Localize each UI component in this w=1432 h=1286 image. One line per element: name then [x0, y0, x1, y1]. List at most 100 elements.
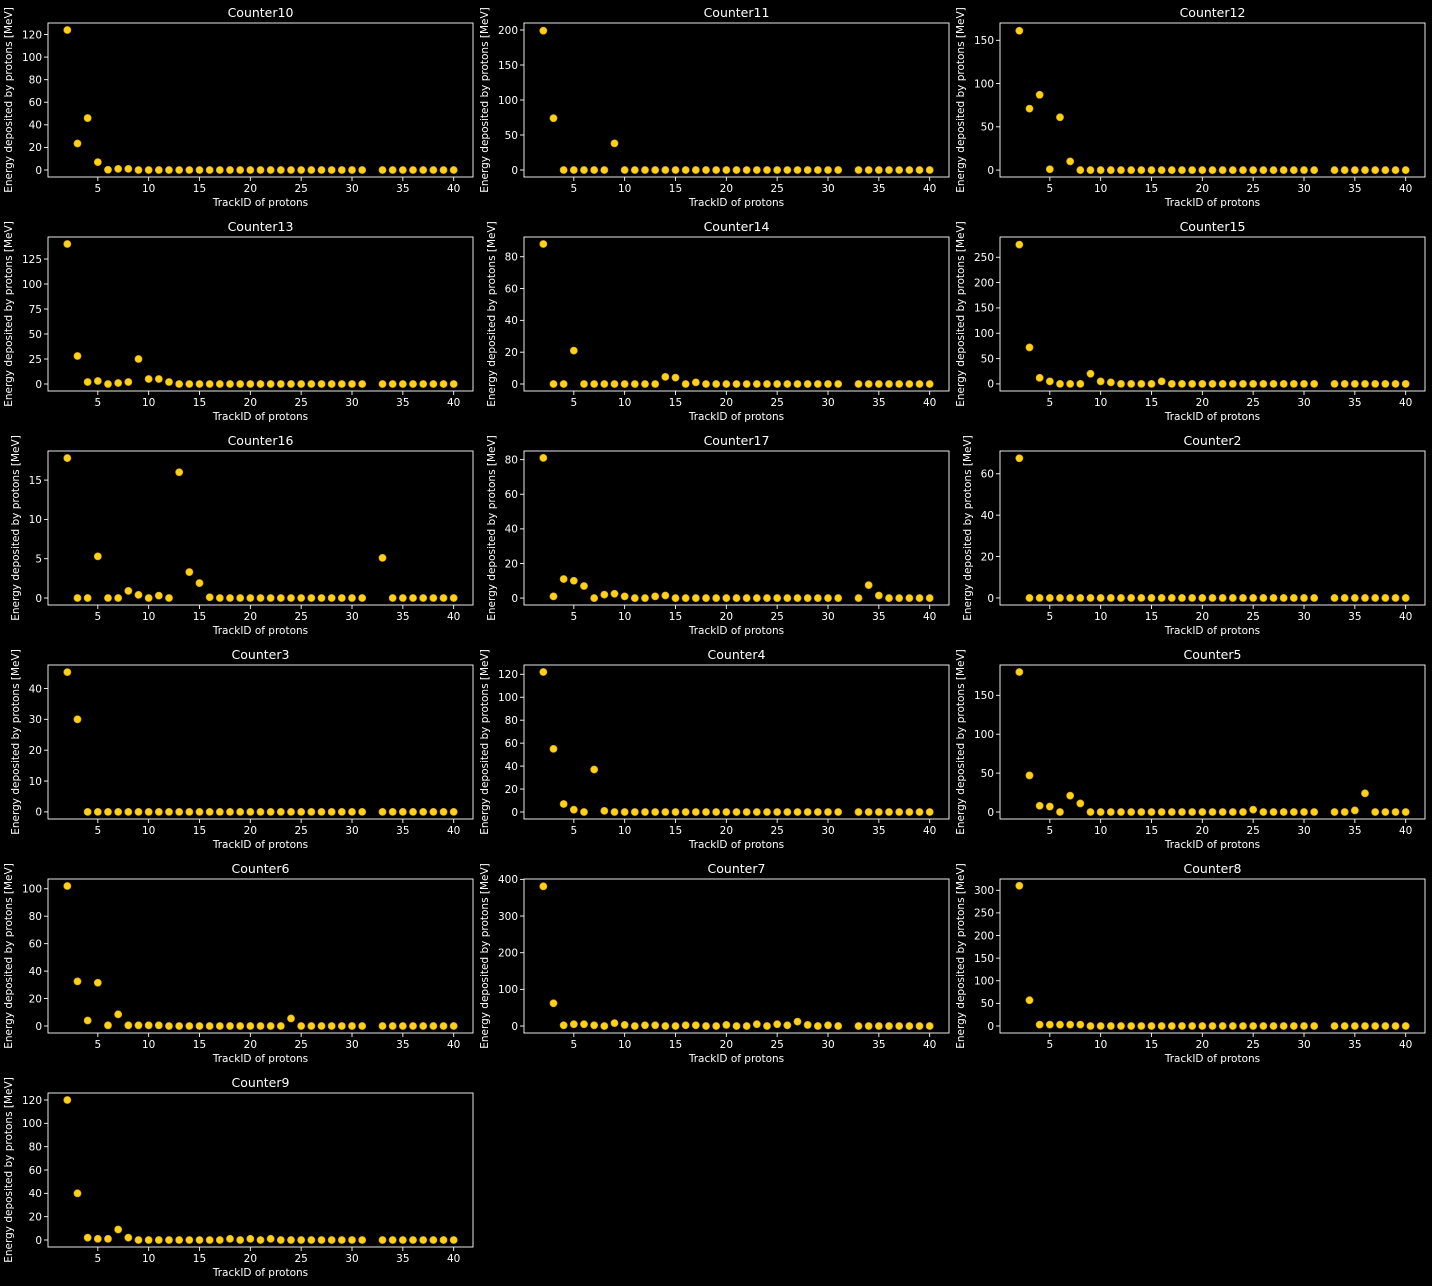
data-point: [104, 165, 112, 174]
data-point: [1147, 380, 1156, 388]
axes-frame: [47, 236, 474, 392]
data-point: [93, 552, 102, 561]
data-point: [1279, 1022, 1288, 1030]
x-axis-label: TrackID of protons: [688, 197, 784, 209]
data-point: [620, 808, 629, 816]
data-point: [559, 380, 568, 388]
y-tick-label: 0: [35, 165, 42, 177]
data-point: [419, 594, 428, 602]
y-tick-label: 400: [498, 874, 518, 886]
data-point: [195, 380, 204, 388]
y-axis: 0 100 200 300 400 Energy deposited by protons…: [479, 863, 524, 1049]
subplot-counter13: Counter13 5 10 15 20 25 30 35 40 TrackID of proto…: [3, 219, 474, 423]
x-tick-label: 20: [1196, 611, 1209, 623]
y-tick-label: 120: [22, 29, 42, 41]
data-point: [419, 166, 428, 174]
data-point: [246, 594, 255, 602]
data-point: [1361, 380, 1369, 388]
plot-title: Counter7: [708, 861, 766, 876]
data-point: [1117, 380, 1125, 388]
x-tick-label: 30: [1297, 825, 1310, 837]
y-tick-label: 40: [981, 510, 994, 522]
data-point: [1289, 808, 1298, 816]
data-point: [215, 1022, 224, 1030]
subplot-counter9: Counter9 5 10 15 20 25 30 35 40 TrackID of proton…: [3, 1075, 474, 1279]
data-point: [1381, 1022, 1390, 1030]
y-axis-label: Energy deposited by protons [MeV]: [3, 863, 15, 1049]
data-point: [195, 166, 204, 174]
y-tick-label: 0: [35, 1235, 42, 1247]
x-tick-label: 5: [1046, 825, 1053, 837]
data-point: [651, 380, 660, 388]
y-tick-label: 300: [974, 885, 994, 897]
x-tick-label: 5: [94, 825, 101, 837]
data-point: [266, 1022, 275, 1030]
scatter-series: [1015, 881, 1410, 1030]
data-point: [610, 1019, 619, 1027]
data-point: [671, 1022, 680, 1030]
y-tick-label: 40: [29, 1188, 42, 1200]
x-axis-label: TrackID of protons: [1164, 411, 1260, 423]
data-point: [1330, 808, 1339, 816]
data-point: [73, 715, 82, 724]
x-tick-label: 25: [1246, 397, 1259, 409]
data-point: [1066, 594, 1075, 602]
data-point: [449, 594, 458, 602]
x-tick-label: 35: [872, 611, 885, 623]
data-point: [144, 1236, 153, 1244]
subplot-grid: Counter10 5 10 15 20 25 30 35 40 TrackID of proto…: [3, 5, 1426, 1279]
data-point: [1106, 808, 1115, 816]
data-point: [276, 1236, 285, 1244]
data-point: [449, 808, 458, 816]
data-point: [1218, 166, 1227, 174]
plot-title: Counter13: [228, 219, 294, 234]
data-point: [439, 166, 448, 174]
data-point: [297, 380, 306, 388]
plot-title: Counter3: [232, 647, 290, 662]
data-point: [287, 1014, 295, 1023]
data-point: [409, 808, 417, 816]
data-point: [752, 808, 761, 816]
x-tick-label: 10: [142, 825, 155, 837]
data-point: [681, 380, 690, 388]
data-point: [1198, 808, 1207, 816]
data-point: [1045, 165, 1054, 174]
data-point: [297, 1022, 306, 1030]
x-axis: 5 10 15 20 25 30 35 40 TrackID of protons: [570, 391, 936, 423]
x-tick-label: 15: [1145, 825, 1158, 837]
data-point: [165, 594, 173, 602]
data-point: [104, 594, 112, 602]
x-tick-label: 10: [1094, 183, 1107, 195]
data-point: [307, 1022, 316, 1030]
data-point: [1056, 808, 1064, 816]
y-axis-label: Energy deposited by protons [MeV]: [10, 435, 22, 621]
data-point: [1361, 594, 1369, 602]
data-point: [691, 378, 700, 387]
x-tick-label: 10: [142, 1253, 155, 1265]
data-point: [854, 594, 863, 602]
data-point: [1157, 594, 1166, 602]
x-axis-label: TrackID of protons: [212, 1267, 308, 1279]
data-point: [1249, 1022, 1258, 1030]
data-point: [854, 380, 863, 388]
x-tick-label: 5: [94, 397, 101, 409]
data-point: [763, 808, 771, 816]
data-point: [1259, 1022, 1268, 1030]
data-point: [1157, 1022, 1166, 1030]
x-tick-label: 40: [1399, 183, 1412, 195]
data-point: [1076, 166, 1085, 174]
data-point: [175, 1236, 184, 1244]
y-tick-label: 0: [987, 1021, 994, 1033]
data-point: [63, 240, 72, 248]
data-point: [834, 166, 843, 174]
data-point: [93, 978, 102, 987]
y-tick-label: 150: [974, 35, 994, 47]
data-point: [925, 166, 934, 174]
axes-frame: [999, 878, 1426, 1034]
data-point: [1167, 594, 1176, 602]
y-tick-label: 60: [29, 1165, 42, 1177]
data-point: [266, 1234, 275, 1243]
y-tick-label: 20: [29, 1211, 42, 1223]
x-tick-label: 10: [1094, 1039, 1107, 1051]
y-tick-label: 20: [29, 745, 42, 757]
